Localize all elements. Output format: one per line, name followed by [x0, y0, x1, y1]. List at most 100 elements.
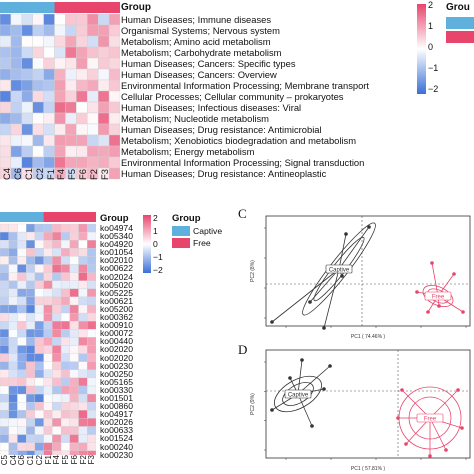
top-colorbar-tick: −2 — [428, 84, 439, 94]
bottom-row-label: ko00362 — [100, 312, 133, 323]
bottom-heatmap-cell — [43, 312, 53, 322]
top-heatmap-cell — [76, 123, 88, 136]
bottom-heatmap-cell — [60, 231, 70, 241]
bottom-heatmap-cell — [26, 402, 36, 411]
bottom-colorbar-tick: 2 — [153, 213, 158, 223]
bottom-heatmap-cell — [52, 312, 62, 322]
bottom-row-label: ko02020 — [100, 352, 133, 363]
bottom-heatmap-cell — [34, 223, 44, 233]
top-row-labels: Human Diseases; Immune diseases Organisma… — [121, 14, 369, 179]
bottom-heatmap-cell — [78, 402, 88, 411]
bottom-heatmap-cell — [26, 353, 36, 362]
panel-d-label: D — [238, 342, 248, 357]
bottom-heatmap-cell — [17, 321, 27, 330]
bottom-heatmap-cell — [0, 321, 9, 330]
bottom-heatmap-cell — [17, 223, 27, 233]
bottom-heatmap-cell — [52, 418, 62, 427]
pca-spoke-captive — [323, 268, 340, 329]
top-column-label: F2 — [88, 169, 100, 180]
top-row-label: Human Diseases; Cancers: Specific types — [121, 58, 296, 69]
bottom-heatmap-cell — [43, 240, 53, 249]
top-heatmap-cell — [0, 101, 12, 114]
bottom-group-cell — [52, 212, 62, 222]
bottom-heatmap-cell — [78, 434, 88, 443]
top-heatmap-cell — [43, 13, 55, 26]
top-heatmap-cell — [0, 57, 12, 70]
bottom-heatmap-cell — [87, 345, 96, 354]
top-row-label: Environmental Information Processing; Me… — [121, 80, 370, 91]
bottom-heatmap-cell — [26, 264, 36, 273]
top-group-cell — [10, 2, 23, 13]
bottom-column-label: F3 — [87, 455, 97, 465]
bottom-heatmap-cell — [69, 240, 79, 249]
pca-point-free — [400, 388, 404, 392]
bottom-heatmap-cell — [78, 321, 88, 330]
bottom-heatmap-cell — [52, 361, 62, 370]
top-legend-title: Grou — [446, 2, 470, 13]
top-heatmap-cell — [32, 35, 44, 48]
bottom-heatmap-cell — [8, 312, 18, 322]
top-heatmap-cell — [65, 112, 77, 125]
pca-spoke-free — [431, 262, 439, 297]
bottom-heatmap-cell — [34, 304, 44, 314]
top-heatmap-cell — [10, 145, 23, 158]
bottom-heatmap-cell — [78, 312, 88, 322]
top-heatmap-cell — [32, 112, 44, 125]
pca-group-label-box-captive — [284, 389, 312, 399]
bottom-colorbar — [143, 215, 151, 273]
bottom-heatmap-cell — [69, 223, 79, 233]
top-heatmap-cell — [108, 35, 120, 48]
bottom-heatmap-cell — [0, 345, 9, 354]
top-column-label: C4 — [0, 168, 12, 180]
top-group-cell — [98, 2, 110, 13]
bottom-heatmap-cell — [0, 361, 9, 370]
bottom-heatmap-cell — [26, 304, 36, 314]
bottom-heatmap-cell — [0, 223, 9, 233]
bottom-heatmap-cell — [34, 321, 44, 330]
bottom-heatmap-cell — [8, 393, 18, 403]
bottom-heatmap-cell — [52, 256, 62, 265]
bottom-heatmap-cell — [43, 410, 53, 419]
top-row-label: Metabolism; Xenobiotics biodegradation a… — [121, 135, 357, 146]
bottom-heatmap-cell — [52, 272, 62, 281]
bottom-heatmap-cell — [78, 288, 88, 298]
bottom-heatmap-cell — [60, 240, 70, 249]
bottom-heatmap-cell — [34, 402, 44, 411]
bottom-row-label: ko02024 — [100, 271, 133, 282]
pca-point-captive — [322, 387, 326, 391]
pca-point-free — [452, 272, 456, 276]
top-heatmap-cell — [10, 68, 23, 81]
pca-point-free — [430, 261, 434, 265]
bottom-column-label: F6 — [69, 455, 79, 465]
top-heatmap-cell — [97, 24, 110, 37]
bottom-heatmap-cell — [87, 410, 96, 419]
top-heatmap-cell — [76, 101, 88, 114]
bottom-heatmap-cell — [26, 296, 36, 306]
bottom-heatmap-cell — [52, 240, 62, 249]
top-heatmap-cell — [97, 112, 110, 125]
bottom-heatmap-cell — [60, 337, 70, 346]
pca-spoke-captive — [309, 268, 340, 303]
bottom-heatmap-cell — [43, 385, 53, 395]
top-column-label: C2 — [33, 168, 45, 180]
bottom-column-label: F4 — [52, 455, 62, 465]
pca-y-axis-label: PC2 (9%) — [250, 393, 256, 415]
pca-point-free — [428, 454, 432, 458]
bottom-heatmap-cell — [43, 426, 53, 435]
top-row-label: Organismal Systems; Nervous system — [121, 25, 280, 36]
bottom-heatmap-cell — [69, 272, 79, 281]
pca-ellipse-captive — [274, 375, 322, 413]
panel-c-label: C — [238, 206, 247, 221]
top-heatmap-cell — [108, 46, 120, 59]
top-heatmap-cell — [54, 145, 66, 158]
bottom-heatmap-cell — [78, 264, 88, 273]
top-heatmap-cell — [97, 79, 110, 92]
top-heatmap-cell — [21, 79, 33, 92]
top-row-label: Metabolism; Amino acid metabolism — [121, 36, 271, 47]
pca-spoke-captive — [297, 393, 313, 427]
bottom-heatmap-cell — [87, 450, 96, 455]
top-row-label: Human Diseases; Drug resistance: Antimic… — [121, 124, 322, 135]
bottom-heatmap-cell — [34, 442, 44, 451]
top-heatmap-cell — [0, 145, 12, 158]
pca-point-captive — [344, 232, 348, 236]
